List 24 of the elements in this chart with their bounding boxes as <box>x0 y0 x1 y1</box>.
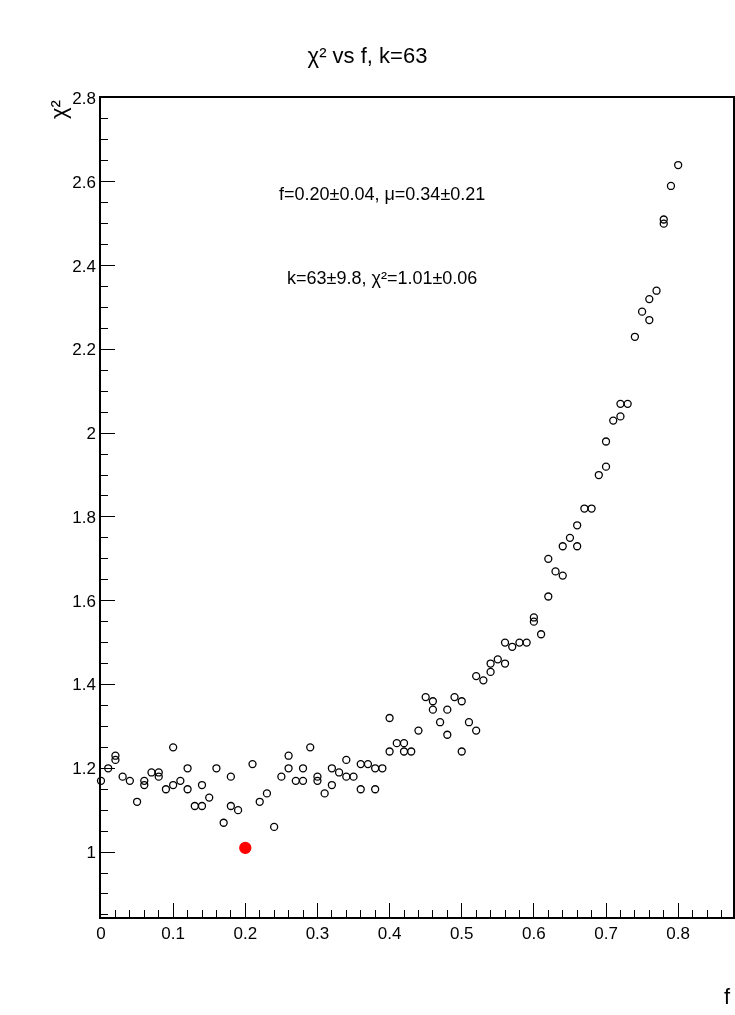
y-tick-label: 2 <box>86 424 96 444</box>
y-tick-label: 2.2 <box>72 340 96 360</box>
x-tick-label: 0.1 <box>161 924 185 944</box>
x-tick-label: 0.7 <box>594 924 618 944</box>
chart-title: χ² vs f, k=63 <box>307 42 428 68</box>
x-tick-label: 0.5 <box>449 924 474 944</box>
y-tick-label: 1.4 <box>72 675 96 695</box>
x-tick-label: 0.3 <box>305 924 330 944</box>
x-tick-label: 0.4 <box>377 924 402 944</box>
y-axis-title: χ² <box>46 100 72 120</box>
y-tick-label: 1.2 <box>72 759 96 779</box>
x-tick-label: 0.2 <box>233 924 258 944</box>
y-tick-label: 1.6 <box>72 591 96 611</box>
y-tick-label: 1.8 <box>72 507 96 527</box>
x-tick-label: 0.8 <box>666 924 690 944</box>
y-tick-label: 2.4 <box>72 256 96 276</box>
annotation: k=63±9.8, χ²=1.01±0.06 <box>287 268 478 288</box>
x-tick-label: 0 <box>96 924 106 944</box>
y-tick-label: 2.8 <box>72 88 96 108</box>
x-axis-title: f <box>724 984 731 1009</box>
y-tick-label: 1 <box>86 843 96 863</box>
annotation: f=0.20±0.04, μ=0.34±0.21 <box>279 184 486 204</box>
y-tick-label: 2.6 <box>72 172 96 192</box>
x-tick-label: 0.6 <box>522 924 546 944</box>
